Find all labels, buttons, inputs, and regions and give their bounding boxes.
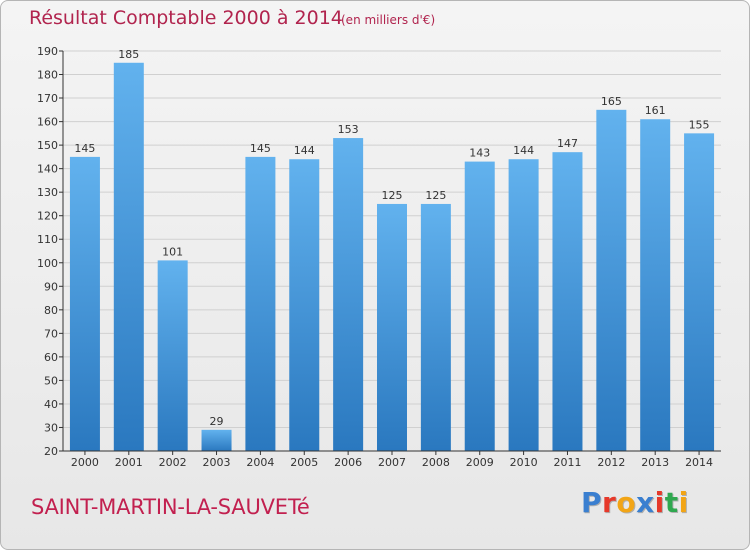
x-tick-label: 2014 xyxy=(685,456,713,469)
logo-letter: x xyxy=(636,486,655,519)
bar xyxy=(113,62,144,451)
data-label: 155 xyxy=(689,118,710,131)
y-tick-label: 160 xyxy=(37,116,58,129)
bar xyxy=(684,133,715,451)
y-tick-label: 70 xyxy=(44,327,58,340)
data-label: 143 xyxy=(469,147,490,160)
bar xyxy=(377,203,407,451)
x-tick-label: 2008 xyxy=(422,456,450,469)
x-tick-label: 2000 xyxy=(71,456,99,469)
x-tick-label: 2013 xyxy=(641,456,669,469)
data-label: 144 xyxy=(294,144,315,157)
logo-letter: P xyxy=(581,486,603,519)
y-tick-label: 180 xyxy=(37,69,58,82)
y-tick-label: 90 xyxy=(44,280,58,293)
bar xyxy=(508,159,539,451)
bar xyxy=(464,161,495,451)
chart-subtitle: (en milliers d'€) xyxy=(341,13,436,27)
x-tick-label: 2007 xyxy=(378,456,406,469)
chart-title: Résultat Comptable 2000 à 2014 xyxy=(29,7,343,29)
bar xyxy=(640,119,671,451)
logo-letter: i xyxy=(654,486,665,519)
x-tick-label: 2004 xyxy=(246,456,274,469)
y-tick-label: 20 xyxy=(44,445,58,458)
bar xyxy=(69,156,100,451)
bar xyxy=(420,203,451,451)
y-tick-label: 100 xyxy=(37,257,58,270)
bar xyxy=(333,138,364,451)
data-label: 185 xyxy=(118,48,139,61)
y-tick-label: 130 xyxy=(37,186,58,199)
bar xyxy=(596,109,627,451)
y-tick-label: 60 xyxy=(44,351,58,364)
data-label: 125 xyxy=(425,189,446,202)
y-tick-label: 140 xyxy=(37,163,58,176)
bar xyxy=(201,429,232,451)
bar xyxy=(552,152,583,452)
logo-letter: o xyxy=(616,486,637,519)
bar xyxy=(245,156,276,451)
bar xyxy=(157,260,188,451)
bar-chart: 20 30 40 50 60 70 80 90 100 110 120 130 140 150 160 170… xyxy=(37,45,721,469)
y-tick-label: 80 xyxy=(44,304,58,317)
logo-letter: t xyxy=(664,486,679,519)
y-tick-label: 50 xyxy=(44,374,58,387)
x-tick-label: 2010 xyxy=(510,456,538,469)
y-tick-label: 120 xyxy=(37,210,58,223)
x-tick-label: 2006 xyxy=(334,456,362,469)
proxiti-logo: Proxiti xyxy=(581,486,689,519)
data-label: 125 xyxy=(382,189,403,202)
data-label: 145 xyxy=(250,142,271,155)
data-label: 147 xyxy=(557,137,578,150)
bar xyxy=(289,159,320,451)
data-label: 161 xyxy=(645,104,666,117)
logo-letter: r xyxy=(602,486,617,519)
commune-name: SAINT-MARTIN-LA-SAUVETé xyxy=(31,495,310,519)
logo-letter: i xyxy=(678,486,689,519)
x-tick-label: 2002 xyxy=(159,456,187,469)
y-tick-label: 190 xyxy=(37,45,58,58)
data-label: 144 xyxy=(513,144,534,157)
y-tick-label: 110 xyxy=(37,233,58,246)
data-label: 165 xyxy=(601,95,622,108)
y-tick-label: 30 xyxy=(44,421,58,434)
data-label: 101 xyxy=(162,245,183,258)
y-tick-label: 170 xyxy=(37,92,58,105)
x-tick-label: 2012 xyxy=(597,456,625,469)
x-tick-label: 2005 xyxy=(290,456,318,469)
data-label: 145 xyxy=(74,142,95,155)
x-tick-label: 2011 xyxy=(553,456,581,469)
data-label: 153 xyxy=(338,123,359,136)
y-tick-label: 40 xyxy=(44,398,58,411)
x-tick-label: 2009 xyxy=(466,456,494,469)
x-tick-label: 2001 xyxy=(115,456,143,469)
y-tick-label: 150 xyxy=(37,139,58,152)
x-tick-label: 2003 xyxy=(203,456,231,469)
data-label: 29 xyxy=(210,415,224,428)
